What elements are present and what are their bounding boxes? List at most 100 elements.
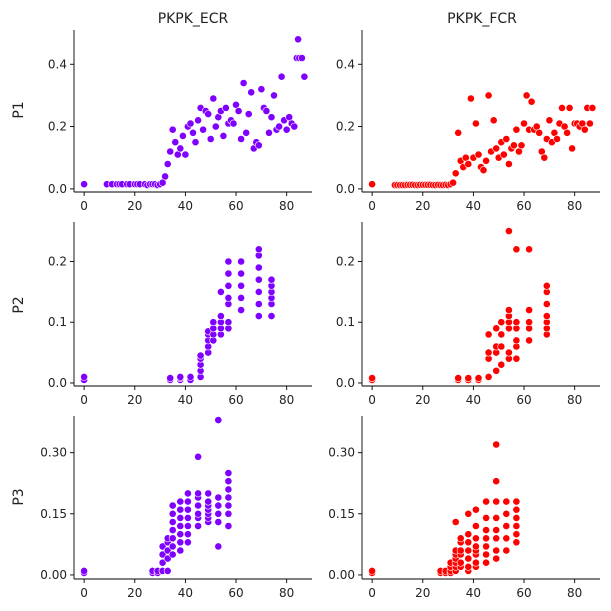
scatter-point <box>234 107 243 115</box>
scatter-point <box>492 534 501 543</box>
scatter-point <box>504 160 513 168</box>
scatter-point <box>267 275 276 284</box>
x-tick-label: 80 <box>279 199 294 213</box>
scatter-point <box>168 534 177 543</box>
y-tick-label: 0.0 <box>336 182 355 196</box>
scatter-point <box>479 166 488 175</box>
scatter-point <box>219 131 228 140</box>
scatter-point <box>176 538 185 547</box>
scatter-point <box>186 372 195 381</box>
y-tick-label: 0.30 <box>328 446 355 460</box>
x-tick-label: 0 <box>368 393 376 407</box>
scatter-point <box>499 150 508 159</box>
scatter-point <box>522 91 531 100</box>
y-tick-label: 0.0 <box>48 182 67 196</box>
y-tick-label: 0.2 <box>48 120 67 134</box>
scatter-point <box>492 497 501 506</box>
row-label-p3: P3 <box>11 488 27 505</box>
scatter-point <box>161 172 169 181</box>
scatter-point <box>254 300 263 308</box>
scatter-point <box>482 156 490 165</box>
scatter-point <box>80 372 88 381</box>
scatter-point <box>456 558 465 567</box>
scatter-point <box>254 263 263 272</box>
scatter-point <box>565 104 574 112</box>
scatter-point <box>482 550 490 559</box>
scatter-point <box>194 116 202 125</box>
y-tick-label: 0.15 <box>40 507 67 521</box>
y-tick-label: 0.00 <box>328 568 355 582</box>
scatter-point <box>525 245 533 254</box>
x-tick-label: 40 <box>466 393 481 407</box>
scatter-point <box>294 35 302 44</box>
scatter-point <box>502 522 511 530</box>
scatter-point <box>525 336 533 345</box>
y-tick-label: 0.2 <box>336 254 355 268</box>
x-tick-label: 80 <box>567 199 582 213</box>
scatter-point <box>237 293 245 302</box>
scatter-point <box>196 351 205 360</box>
scatter-point <box>464 538 473 547</box>
column-title-pkpk-ecr: PKPK_ECR <box>158 11 229 27</box>
x-tick-label: 20 <box>415 199 430 213</box>
y-tick-label: 0.1 <box>336 315 355 329</box>
scatter-point <box>492 440 501 449</box>
scatter-point <box>484 372 493 381</box>
x-tick-label: 40 <box>178 199 193 213</box>
scatter-point <box>224 281 233 290</box>
scatter-point <box>186 119 195 128</box>
scatter-point <box>229 119 238 128</box>
scatter-point <box>451 169 460 178</box>
scatter-point <box>80 180 88 189</box>
scatter-point <box>262 107 271 115</box>
y-tick-label: 0.2 <box>336 120 355 134</box>
scatter-point <box>492 366 501 375</box>
scatter-point <box>158 558 167 567</box>
x-tick-label: 20 <box>127 586 142 600</box>
y-tick-label: 0.0 <box>48 376 67 390</box>
scatter-point <box>267 312 276 320</box>
x-tick-label: 60 <box>516 393 531 407</box>
scatter-point <box>224 493 233 502</box>
scatter-point <box>194 501 202 510</box>
scatter-point <box>504 227 513 235</box>
panels: 0 20 40 60 80 0.0 0.2 0.4 0 20 40 60 80 0.0 0.2 0.4 0 20 4… <box>40 30 600 600</box>
scatter-point <box>502 509 511 518</box>
scatter-point <box>512 336 521 345</box>
x-tick-label: 60 <box>228 199 243 213</box>
scatter-point <box>254 287 263 296</box>
scatter-point <box>510 141 518 150</box>
scatter-point <box>512 514 521 522</box>
scatter-point <box>512 505 521 514</box>
scatter-point <box>492 144 501 153</box>
scatter-point <box>224 257 233 266</box>
scatter-point <box>553 135 561 143</box>
scatter-point <box>497 360 506 369</box>
scatter-point <box>176 372 185 381</box>
scatter-point <box>464 374 473 382</box>
panel-p3-pkpk-fcr: 0 20 40 60 80 0.00 0.15 0.30 <box>328 416 600 600</box>
figure-titles: PKPK_ECR PKPK_FCR P1 P2 P3 <box>11 11 517 506</box>
scatter-point <box>512 354 521 363</box>
scatter-point <box>368 567 376 575</box>
x-tick-label: 0 <box>368 199 376 213</box>
scatter-point <box>474 150 483 159</box>
scatter-point <box>224 509 233 518</box>
scatter-point <box>176 497 185 506</box>
scatter-point <box>214 416 223 424</box>
scatter-point <box>191 138 200 147</box>
scatter-point <box>168 125 177 134</box>
scatter-point <box>176 546 185 555</box>
x-tick-label: 80 <box>567 393 582 407</box>
scatter-point <box>520 119 528 128</box>
scatter-point <box>224 522 233 530</box>
scatter-point <box>368 180 376 189</box>
scatter-point <box>471 522 480 530</box>
scatter-point <box>254 245 263 254</box>
scatter-point <box>489 116 498 125</box>
scatter-point <box>535 128 544 137</box>
scatter-point <box>267 113 276 122</box>
scatter-point <box>224 485 233 494</box>
scatter-point <box>221 104 230 112</box>
scatter-point <box>542 281 551 290</box>
